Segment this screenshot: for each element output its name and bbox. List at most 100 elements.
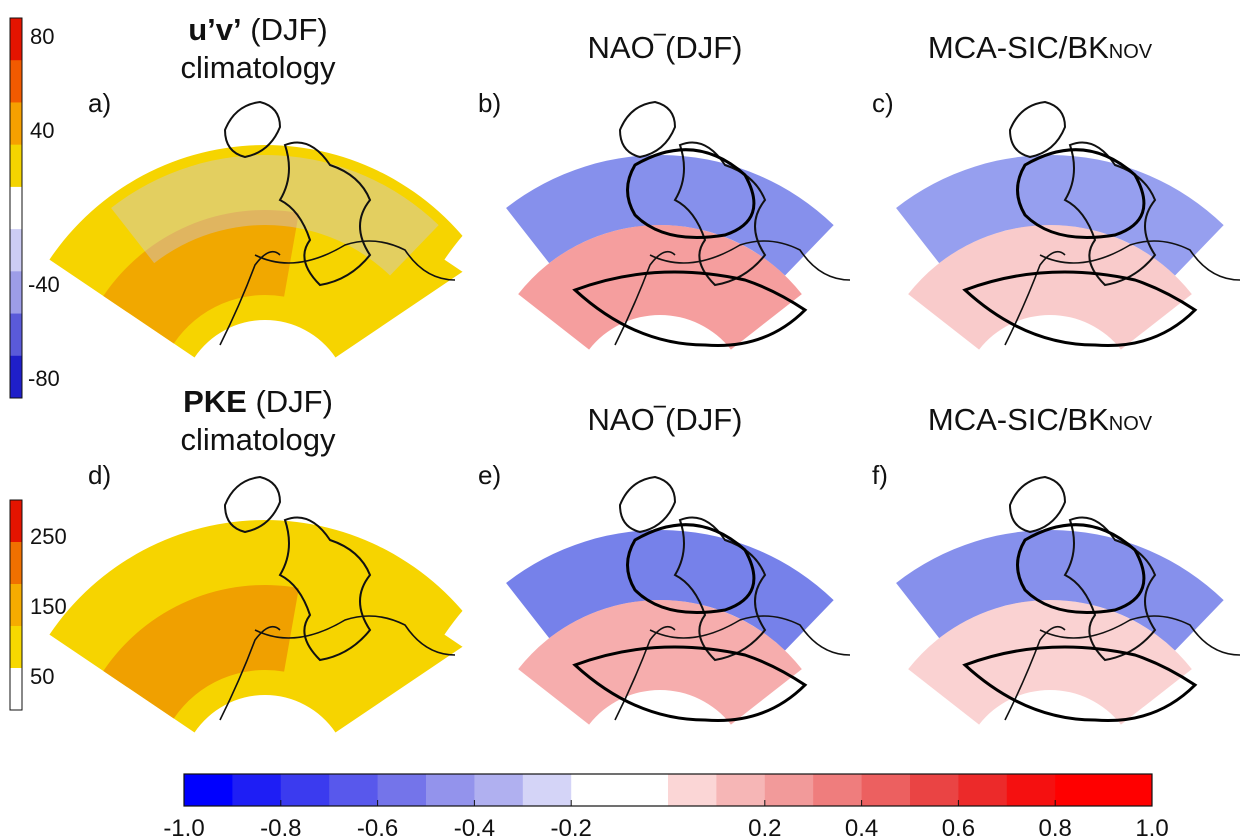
panel-label-f: f) xyxy=(872,460,888,490)
colorbar-pke: 250 150 50 xyxy=(9,499,67,711)
cb-corr-segment xyxy=(571,774,620,806)
significance-contour xyxy=(626,523,756,614)
cb-corr-segment xyxy=(619,774,669,806)
cb-uv-segment xyxy=(10,60,22,103)
cb-uv-segment xyxy=(10,271,22,315)
map-panel-f xyxy=(834,475,1247,733)
cb-uv-segment xyxy=(10,102,22,146)
cb-corr-tick-label: 1.0 xyxy=(1135,815,1168,840)
cb-corr-segment xyxy=(426,774,475,806)
panel-label-e: e) xyxy=(478,460,501,490)
cb-corr-segment xyxy=(764,774,814,806)
coastline-africa xyxy=(1004,250,1066,346)
coastline-europe xyxy=(278,141,372,287)
cb-pke-tick-50: 50 xyxy=(30,664,54,689)
map-anomaly-region xyxy=(103,585,299,719)
map-anomaly-region xyxy=(518,600,802,725)
cb-corr-tick-label: 0.6 xyxy=(942,815,975,840)
map-anomaly-region xyxy=(896,530,1224,651)
cb-uv-tick-neg80: -80 xyxy=(28,366,60,391)
coastline-greenland xyxy=(223,475,282,534)
coastline-mediterranean xyxy=(1039,615,1241,656)
coastline-africa xyxy=(614,625,676,721)
coastline-europe xyxy=(673,141,767,287)
coastline-greenland xyxy=(618,475,677,534)
cb-corr-segment xyxy=(232,774,282,806)
row2-title-line2: climatology xyxy=(180,422,336,457)
map-anomaly-region xyxy=(506,530,834,651)
cb-corr-segment xyxy=(280,774,330,806)
cb-corr-segment xyxy=(377,774,427,806)
cb-corr-segment xyxy=(668,774,717,806)
row1-title-line2: climatology xyxy=(180,50,336,85)
cb-uv-tick-40: 40 xyxy=(30,118,54,143)
significance-contour xyxy=(572,645,808,723)
panel-label-b: b) xyxy=(478,88,501,118)
cb-corr-segment xyxy=(474,774,524,806)
map-anomaly-region xyxy=(103,210,299,344)
row1-title: u’v’ (DJF) xyxy=(188,12,328,47)
coastline-greenland xyxy=(1008,475,1067,534)
significance-contour xyxy=(962,645,1198,723)
cb-pke-segment xyxy=(10,626,22,669)
coastline-greenland xyxy=(223,100,282,159)
cb-uv-segment xyxy=(10,186,22,230)
panel-label-d: d) xyxy=(88,460,111,490)
coastline-africa xyxy=(219,625,281,721)
cb-corr-tick-label: -0.4 xyxy=(454,815,495,840)
coastline-greenland xyxy=(1008,100,1067,159)
cb-corr-segment xyxy=(1006,774,1056,806)
cb-corr-tick-label: 0.2 xyxy=(748,815,781,840)
significance-contour xyxy=(1016,148,1146,239)
panel-label-a: a) xyxy=(88,88,111,118)
cb-uv-segment xyxy=(10,18,22,61)
cb-corr-segment xyxy=(1103,774,1153,806)
cb-pke-segment xyxy=(10,500,22,543)
coastline-europe xyxy=(1063,141,1157,287)
map-anomaly-region xyxy=(908,225,1192,350)
significance-contour xyxy=(626,148,756,239)
title-b: NAO‾(DJF) xyxy=(588,30,743,65)
colorbar-correlation: -1.0 -0.8 -0.6 -0.4 -0.2 0.2 0.4 0.6 0.8 1.0 xyxy=(163,773,1169,840)
cb-corr-segment xyxy=(716,774,766,806)
coastline-europe xyxy=(278,516,372,662)
title-e: NAO‾(DJF) xyxy=(588,402,743,437)
coastline-mediterranean xyxy=(649,240,851,281)
cb-corr-segment xyxy=(1055,774,1104,806)
cb-corr-segment xyxy=(813,774,862,806)
significance-contour xyxy=(962,270,1198,348)
coastline-africa xyxy=(219,250,281,346)
map-panel-d xyxy=(49,475,481,733)
cb-corr-segment xyxy=(184,774,233,806)
map-panel-a xyxy=(49,100,481,358)
cb-corr-segment xyxy=(522,774,572,806)
cb-pke-tick-250: 250 xyxy=(30,524,67,549)
cb-corr-tick-label: 0.8 xyxy=(1039,815,1072,840)
map-anomaly-region xyxy=(518,225,802,350)
cb-corr-segment xyxy=(329,774,378,806)
cb-uv-tick-neg40: -40 xyxy=(28,272,60,297)
cb-corr-tick-label: -1.0 xyxy=(163,815,204,840)
map-anomaly-region xyxy=(506,154,834,276)
coastline-mediterranean xyxy=(649,615,851,656)
cb-corr-tick-label: -0.8 xyxy=(260,815,301,840)
coastline-mediterranean xyxy=(1039,240,1241,281)
map-anomaly-region xyxy=(111,155,439,276)
coastline-mediterranean xyxy=(254,240,456,281)
coastline-greenland xyxy=(618,100,677,159)
map-panel-c xyxy=(834,100,1247,358)
title-c: MCA-SIC/BKNOV xyxy=(928,30,1153,65)
cb-uv-segment xyxy=(10,144,22,188)
row2-title: PKE (DJF) xyxy=(183,384,333,419)
cb-uv-segment xyxy=(10,229,22,272)
cb-pke-segment xyxy=(10,584,22,627)
coastline-europe xyxy=(1063,516,1157,662)
cb-corr-segment xyxy=(910,774,959,806)
significance-contour xyxy=(1016,523,1146,614)
coastline-europe xyxy=(673,516,767,662)
coastline-africa xyxy=(614,250,676,346)
coastline-mediterranean xyxy=(254,615,456,656)
cb-corr-segment xyxy=(861,774,911,806)
map-panel-e xyxy=(444,475,876,733)
coastline-africa xyxy=(1004,625,1066,721)
